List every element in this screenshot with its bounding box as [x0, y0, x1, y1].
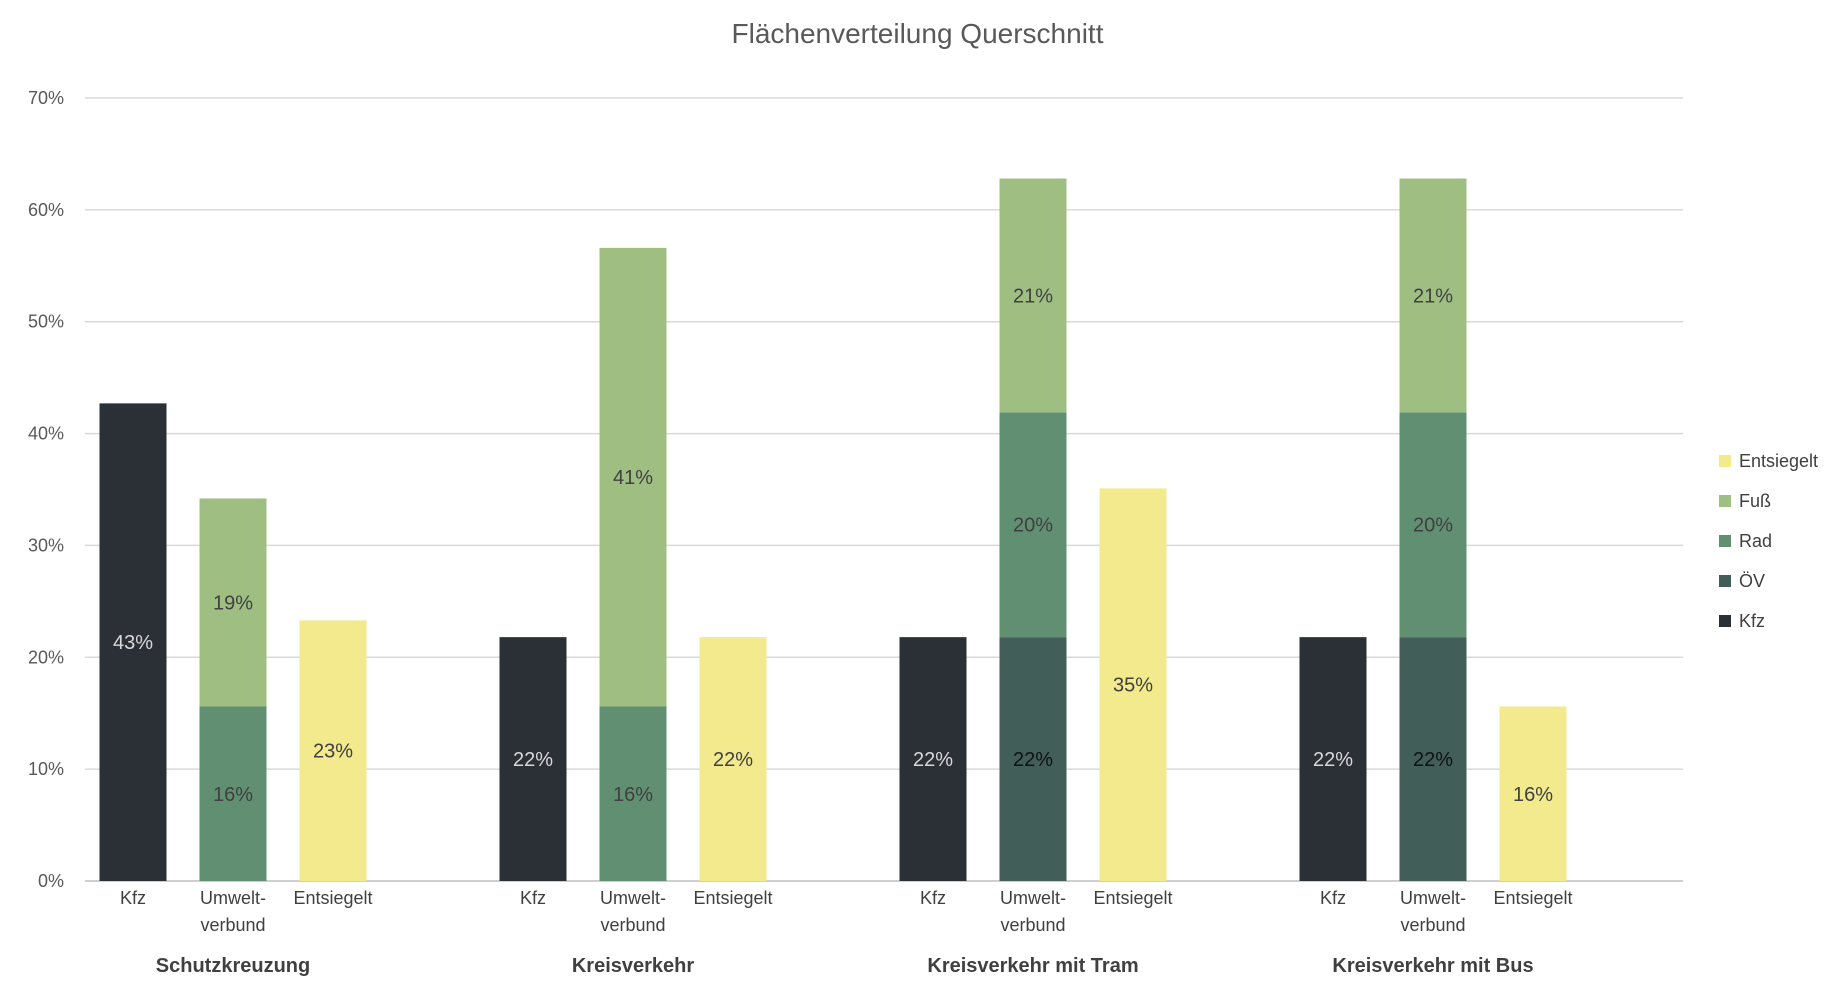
legend-item-rad: Rad [1719, 521, 1818, 561]
x-tick-label: Kfz [1320, 888, 1346, 908]
legend-item-öv: ÖV [1719, 561, 1818, 601]
bar-segment-fuß [199, 498, 267, 707]
bar-segment-rad [599, 706, 667, 881]
group-label: Kreisverkehr [572, 955, 695, 977]
bar-segment-kfz [99, 403, 167, 881]
bar-segment-entsiegelt [1499, 706, 1567, 881]
bars: 43% 16% 19% 23% 22% 16% 41% 22% 22% 22% 20% 21% 35% 2… [99, 178, 1567, 881]
bar-segment-fuß [1399, 178, 1467, 413]
legend-swatch [1719, 575, 1731, 587]
bar-segment-rad [199, 706, 267, 881]
x-tick-label: Umwelt- [600, 888, 666, 908]
legend-swatch [1719, 495, 1731, 507]
legend-label: ÖV [1739, 570, 1766, 591]
y-tick-label: 10% [28, 759, 64, 779]
legend-swatch [1719, 455, 1731, 467]
data-label: 43% [113, 632, 153, 654]
x-tick-label: verbund [1400, 915, 1465, 935]
legend-swatch [1719, 615, 1731, 627]
data-label: 22% [1413, 749, 1453, 771]
legend-item-entsiegelt: Entsiegelt [1719, 441, 1818, 481]
y-tick-label: 60% [28, 200, 64, 220]
data-label: 16% [1513, 784, 1553, 806]
bar-segment-kfz [1299, 637, 1367, 881]
data-label: 22% [713, 749, 753, 771]
group-label: Kreisverkehr mit Tram [927, 955, 1138, 977]
x-tick-label: verbund [1000, 915, 1065, 935]
x-tick-label: Entsiegelt [1093, 888, 1172, 908]
data-label: 19% [213, 592, 253, 614]
y-tick-label: 30% [28, 535, 64, 555]
data-label: 21% [1413, 285, 1453, 307]
legend-label: Fuß [1739, 490, 1772, 511]
bar-segment-kfz [899, 637, 967, 881]
x-tick-label: Entsiegelt [693, 888, 772, 908]
bar-segment-entsiegelt [299, 620, 367, 881]
data-label: 21% [1013, 285, 1053, 307]
bar-segment-rad [1399, 412, 1467, 638]
data-label: 22% [1013, 749, 1053, 771]
chart-title: Flächenverteilung Querschnitt [731, 18, 1104, 49]
x-tick-label: Kfz [920, 888, 946, 908]
bar-segment-rad [999, 412, 1067, 638]
legend-label: Rad [1739, 530, 1773, 551]
y-tick-label: 70% [28, 88, 64, 108]
bar-segment-kfz [499, 637, 567, 881]
x-tick-label: Kfz [520, 888, 546, 908]
category-labels: Kfz Umwelt-verbund Entsiegelt Schutzkreuzun… [120, 888, 1573, 977]
data-label: 16% [613, 784, 653, 806]
legend-item-kfz: Kfz [1719, 601, 1818, 641]
x-tick-label: Umwelt- [1400, 888, 1466, 908]
x-tick-label: Entsiegelt [293, 888, 372, 908]
bar-segment-fuß [599, 247, 667, 707]
data-label: 22% [513, 749, 553, 771]
data-label: 22% [1313, 749, 1353, 771]
data-label: 20% [1413, 515, 1453, 537]
data-label: 23% [313, 741, 353, 763]
x-tick-label: Entsiegelt [1493, 888, 1572, 908]
data-label: 35% [1113, 675, 1153, 697]
data-label: 20% [1013, 515, 1053, 537]
legend-label: Entsiegelt [1739, 450, 1819, 471]
y-axis: 0% 10% 20% 30% 40% 50% 60% 70% [28, 88, 64, 891]
group-label: Schutzkreuzung [156, 955, 310, 977]
bar-segment-fuß [999, 178, 1067, 413]
y-tick-label: 50% [28, 312, 64, 332]
bar-segment-öv [1399, 637, 1467, 881]
x-tick-label: Umwelt- [1000, 888, 1066, 908]
y-tick-label: 0% [38, 871, 64, 891]
x-tick-label: verbund [600, 915, 665, 935]
group-label: Kreisverkehr mit Bus [1332, 955, 1533, 977]
bar-segment-entsiegelt [699, 637, 767, 881]
legend-label: Kfz [1739, 610, 1766, 631]
legend: Entsiegelt Fuß Rad ÖV Kfz [1719, 441, 1818, 641]
data-label: 16% [213, 784, 253, 806]
legend-swatch [1719, 535, 1731, 547]
y-tick-label: 20% [28, 647, 64, 667]
legend-item-fuß: Fuß [1719, 481, 1818, 521]
bar-segment-entsiegelt [1099, 488, 1167, 881]
x-tick-label: Umwelt- [200, 888, 266, 908]
x-tick-label: verbund [200, 915, 265, 935]
bar-segment-öv [999, 637, 1067, 881]
x-tick-label: Kfz [120, 888, 146, 908]
y-tick-label: 40% [28, 424, 64, 444]
data-label: 41% [613, 467, 653, 489]
data-label: 22% [913, 749, 953, 771]
